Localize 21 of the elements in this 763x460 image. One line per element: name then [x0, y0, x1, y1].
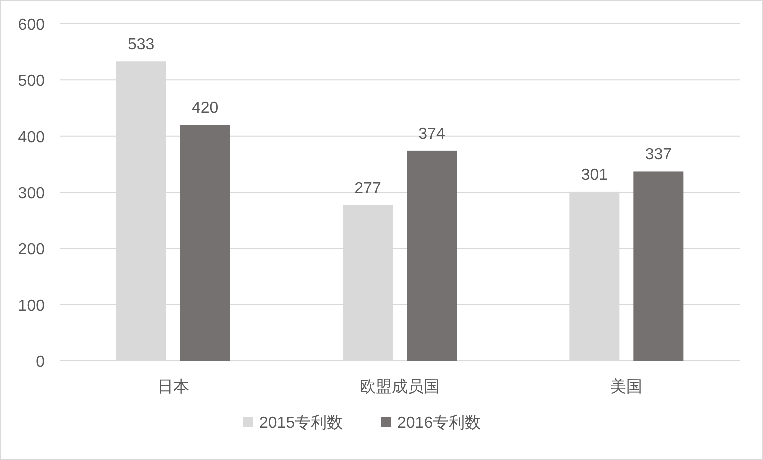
- legend-label: 2015专利数: [260, 414, 344, 432]
- legend-label: 2016专利数: [398, 414, 482, 432]
- y-tick-label: 0: [36, 354, 46, 371]
- data-label: 374: [418, 126, 446, 143]
- data-label: 533: [128, 36, 155, 54]
- data-label: 301: [581, 166, 608, 184]
- bar: [407, 150, 457, 361]
- x-tick-label: 美国: [610, 378, 643, 396]
- data-label: 277: [354, 180, 382, 198]
- y-tick-label: 200: [18, 242, 46, 259]
- y-tick-label: 300: [18, 186, 46, 202]
- data-label: 420: [192, 100, 219, 118]
- x-tick-label: 日本: [157, 378, 190, 396]
- y-tick-label: 600: [18, 17, 46, 34]
- bar: [180, 125, 230, 361]
- y-tick-label: 400: [18, 129, 46, 146]
- data-label: 337: [645, 146, 672, 164]
- y-tick-label: 100: [18, 298, 46, 315]
- y-tick-label: 500: [18, 73, 46, 90]
- x-tick-label: 欧盟成员国: [360, 378, 440, 396]
- bar: [634, 172, 684, 361]
